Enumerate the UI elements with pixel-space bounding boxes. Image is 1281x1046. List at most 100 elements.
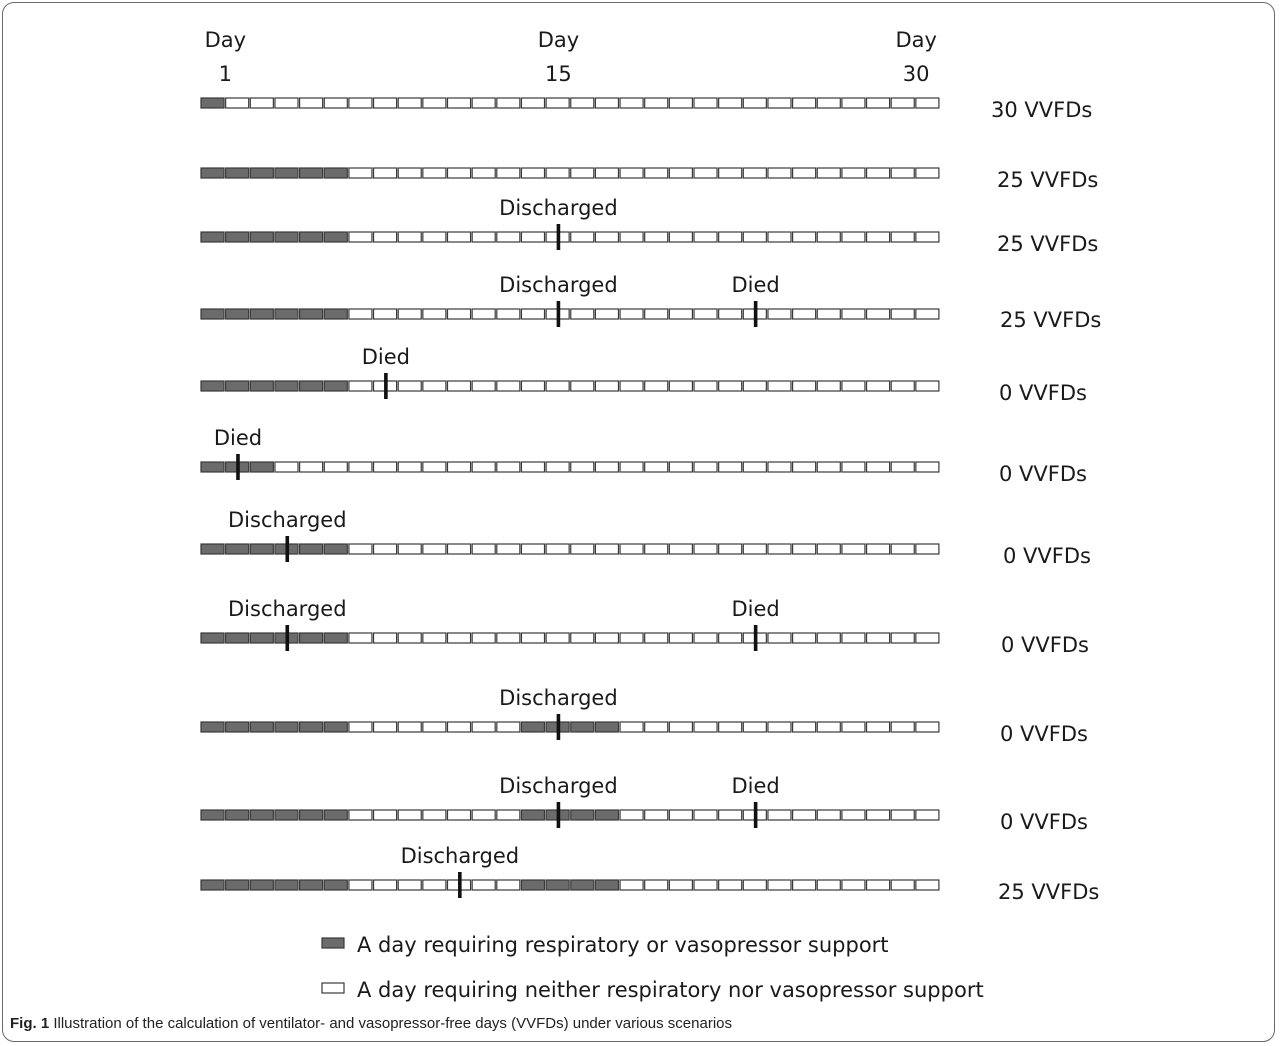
free-day-cell (668, 461, 693, 473)
free-day-cell (865, 461, 891, 473)
support-day-cell (225, 308, 250, 320)
free-day-cell (693, 97, 718, 109)
free-day-cell (348, 879, 373, 891)
free-day-cell (841, 543, 866, 555)
free-day-cell (372, 809, 398, 821)
free-day-cell (619, 97, 644, 109)
vvfd-result: 0 VVFDs (999, 462, 1087, 486)
free-day-cell (520, 632, 546, 644)
free-day-cell (767, 308, 792, 320)
support-day-cell (323, 543, 348, 555)
discharged-label: Discharged (499, 196, 618, 220)
free-day-cell (496, 543, 521, 555)
support-day-cell (299, 167, 324, 179)
free-day-cell (446, 632, 472, 644)
free-day-cell (619, 879, 644, 891)
free-day-cell (496, 809, 521, 821)
free-day-cell (348, 308, 373, 320)
legend-unshaded-label: A day requiring neither respiratory nor … (357, 978, 984, 1002)
free-day-cell (865, 308, 891, 320)
free-day-cell (668, 167, 693, 179)
free-day-cell (471, 97, 496, 109)
free-day-cell (471, 809, 496, 821)
free-day-cell (718, 380, 743, 392)
support-day-cell (299, 380, 324, 392)
free-day-cell (718, 308, 743, 320)
free-day-cell (570, 632, 595, 644)
support-day-cell (249, 231, 274, 243)
free-day-cell (791, 879, 817, 891)
support-day-cell (520, 721, 546, 733)
free-day-cell (570, 308, 595, 320)
died-label: Died (731, 273, 779, 297)
caption-prefix: Fig. 1 (10, 1015, 50, 1032)
free-day-cell (422, 308, 447, 320)
free-day-cell (397, 231, 422, 243)
free-day-cell (644, 461, 669, 473)
free-day-cell (348, 721, 373, 733)
support-day-cell (200, 461, 225, 473)
support-day-cell (594, 879, 620, 891)
discharged-label: Discharged (499, 774, 618, 798)
death-marker (753, 301, 758, 327)
free-day-cell (865, 879, 891, 891)
free-day-cell (693, 308, 718, 320)
support-day-cell (323, 632, 348, 644)
vvfd-result: 0 VVFDs (999, 381, 1087, 405)
free-day-cell (397, 97, 422, 109)
free-day-cell (890, 97, 915, 109)
free-day-cell (791, 461, 817, 473)
free-day-cell (767, 231, 792, 243)
free-day-cell (619, 721, 644, 733)
free-day-cell (816, 380, 841, 392)
support-day-cell (545, 879, 570, 891)
free-day-cell (372, 879, 398, 891)
death-marker (753, 802, 758, 828)
free-day-cell (767, 97, 792, 109)
free-day-cell (397, 380, 422, 392)
free-day-cell (742, 543, 767, 555)
free-day-cell (496, 167, 521, 179)
free-day-cell (767, 380, 792, 392)
free-day-cell (644, 879, 669, 891)
free-day-cell (348, 461, 373, 473)
free-day-cell (718, 97, 743, 109)
free-day-cell (397, 809, 422, 821)
free-day-cell (520, 308, 546, 320)
free-day-cell (693, 461, 718, 473)
free-day-cell (915, 721, 940, 733)
free-day-cell (890, 167, 915, 179)
free-day-cell (718, 879, 743, 891)
vvfd-result: 0 VVFDs (1000, 722, 1088, 746)
free-day-cell (644, 380, 669, 392)
support-day-cell (200, 380, 225, 392)
free-day-cell (520, 380, 546, 392)
free-day-cell (348, 167, 373, 179)
support-day-cell (299, 879, 324, 891)
discharged-label: Discharged (228, 508, 347, 532)
died-label: Died (214, 426, 262, 450)
free-day-cell (890, 809, 915, 821)
free-day-cell (520, 97, 546, 109)
free-day-cell (816, 721, 841, 733)
free-day-cell (446, 97, 472, 109)
free-day-cell (890, 461, 915, 473)
free-day-cell (791, 97, 817, 109)
support-day-cell (299, 231, 324, 243)
free-day-cell (372, 167, 398, 179)
vvfd-result: 25 VVFDs (998, 880, 1099, 904)
free-day-cell (372, 632, 398, 644)
free-day-cell (496, 879, 521, 891)
free-day-cell (471, 879, 496, 891)
free-day-cell (915, 809, 940, 821)
free-day-cell (718, 809, 743, 821)
free-day-cell (446, 308, 472, 320)
free-day-cell (816, 167, 841, 179)
vvfd-result: 30 VVFDs (991, 98, 1092, 122)
free-day-cell (446, 380, 472, 392)
free-day-cell (348, 97, 373, 109)
free-day-cell (791, 380, 817, 392)
free-day-cell (742, 721, 767, 733)
support-day-cell (200, 167, 225, 179)
support-day-cell (200, 879, 225, 891)
